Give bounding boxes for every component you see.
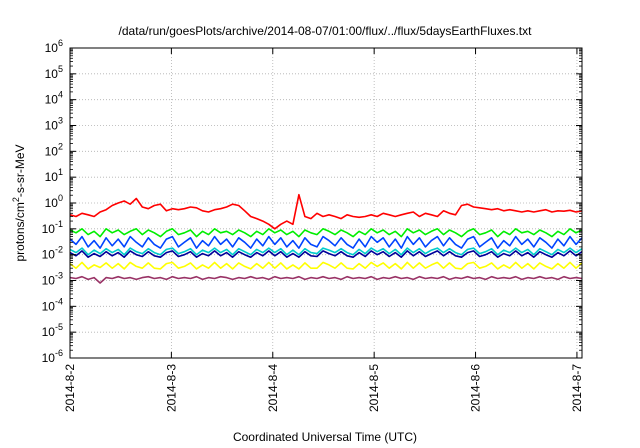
y-tick-label: 106	[45, 38, 63, 55]
y-tick-base: 10	[42, 299, 56, 313]
y-tick-exponent: 5	[58, 64, 63, 74]
data-series	[69, 193, 583, 284]
y-tick-exponent: 0	[58, 193, 63, 203]
y-tick-base: 10	[45, 93, 59, 107]
y-tick-exponent: -2	[55, 245, 63, 255]
grid-lines	[70, 48, 582, 358]
y-tick-label: 101	[45, 167, 63, 184]
x-axis: 2014-8-2 2014-8-3 2014-8-4 2014-8-5 2014-8-6…	[63, 48, 584, 412]
x-tick-label: 2014-8-3	[164, 364, 178, 412]
y-tick-exponent: 3	[58, 116, 63, 126]
series-line-7	[69, 275, 583, 284]
y-tick-base: 10	[42, 351, 56, 365]
y-axis-label-superscript: 2	[11, 197, 21, 202]
y-tick-base: 10	[42, 222, 56, 236]
y-tick-exponent: -3	[55, 271, 63, 281]
y-tick-label: 10-4	[42, 296, 63, 313]
x-tick-label: 2014-8-4	[266, 364, 280, 412]
y-axis-label-prefix: protons/cm	[13, 202, 27, 261]
y-tick-exponent: -4	[55, 296, 63, 306]
y-tick-base: 10	[45, 41, 59, 55]
y-tick-exponent: -6	[55, 348, 63, 358]
y-tick-label: 102	[45, 141, 63, 158]
y-tick-base: 10	[42, 248, 56, 262]
series-line-1	[69, 193, 583, 230]
y-tick-label: 100	[45, 193, 63, 210]
series-line-2	[69, 228, 583, 238]
y-tick-base: 10	[45, 67, 59, 81]
x-tick-label: 2014-8-5	[367, 364, 381, 412]
y-tick-base: 10	[42, 325, 56, 339]
series-line-6	[69, 261, 583, 270]
y-tick-label: 10-3	[42, 271, 63, 288]
y-tick-label: 103	[45, 116, 63, 133]
y-tick-label: 10-2	[42, 245, 63, 262]
y-tick-label: 10-5	[42, 322, 63, 339]
chart-title: /data/run/goesPlots/archive/2014-08-07/0…	[119, 24, 533, 38]
y-tick-exponent: -5	[55, 322, 63, 332]
series-line-5	[69, 250, 583, 259]
y-tick-base: 10	[45, 170, 59, 184]
x-axis-label: Coordinated Universal Time (UTC)	[233, 430, 417, 444]
x-tick-label: 2014-8-2	[63, 364, 77, 412]
y-tick-base: 10	[45, 119, 59, 133]
y-tick-base: 10	[45, 144, 59, 158]
y-tick-label: 104	[45, 90, 63, 107]
y-axis-label: protons/cm2-s-sr-MeV	[11, 144, 27, 261]
x-tick-label: 2014-8-7	[570, 364, 584, 412]
y-axis: 10610510410310210110010-110-210-310-410-…	[42, 38, 582, 365]
series-line-4	[69, 247, 583, 256]
y-tick-label: 10-1	[42, 219, 63, 236]
y-tick-base: 10	[45, 196, 59, 210]
y-tick-exponent: 4	[58, 90, 63, 100]
y-tick-exponent: -1	[55, 219, 63, 229]
y-tick-exponent: 1	[58, 167, 63, 177]
y-axis-label-suffix: -s-sr-MeV	[13, 144, 27, 197]
x-tick-label: 2014-8-6	[469, 364, 483, 412]
y-tick-exponent: 6	[58, 38, 63, 48]
series-line-3	[69, 235, 583, 249]
y-tick-label: 10-6	[42, 348, 63, 365]
y-tick-exponent: 2	[58, 141, 63, 151]
y-tick-label: 105	[45, 64, 63, 81]
y-tick-base: 10	[42, 274, 56, 288]
